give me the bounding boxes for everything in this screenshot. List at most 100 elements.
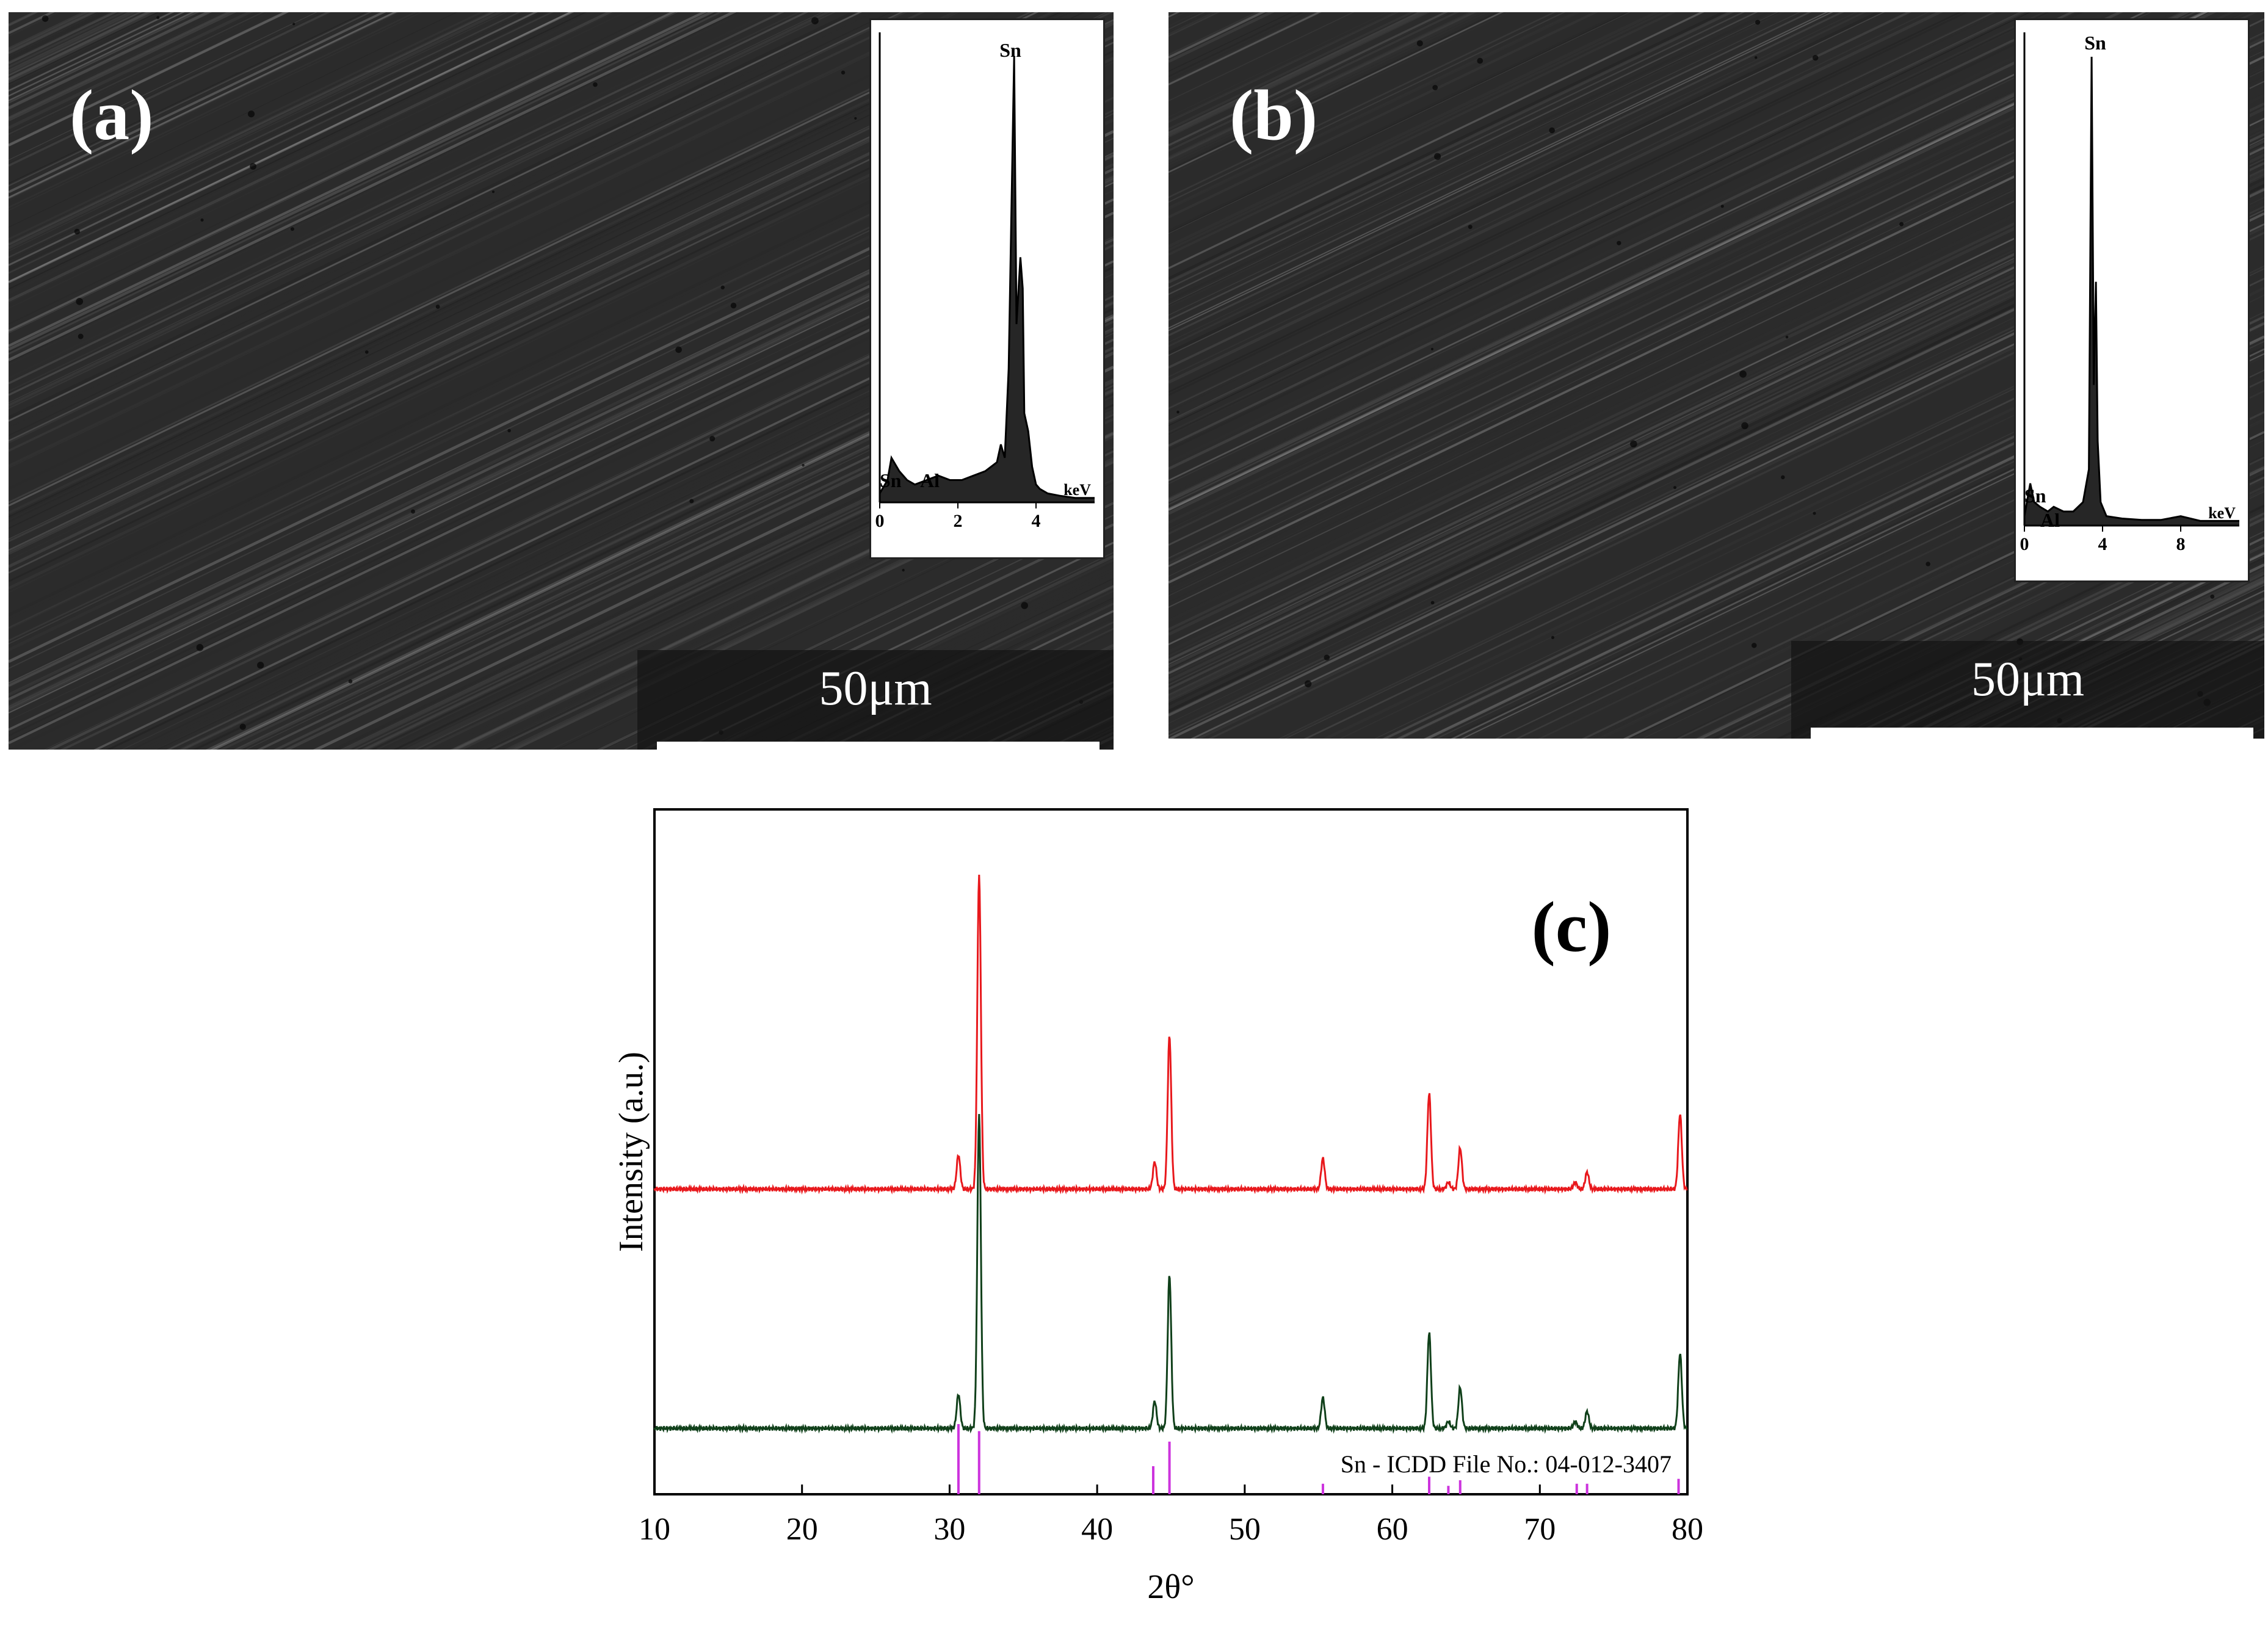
sem-streak bbox=[1168, 12, 2003, 413]
sem-streak bbox=[594, 501, 1114, 750]
sem-streak bbox=[9, 12, 484, 240]
sem-streak bbox=[9, 12, 739, 363]
sem-pore bbox=[1673, 486, 1677, 490]
sem-streak bbox=[9, 12, 860, 421]
inset-tick-label: 4 bbox=[1032, 511, 1041, 531]
sem-bright-streak bbox=[9, 12, 538, 266]
sem-pore bbox=[841, 70, 846, 75]
sem-streak bbox=[9, 12, 231, 119]
sem-streak bbox=[1168, 12, 1556, 198]
sem-streak bbox=[1168, 12, 2053, 437]
eds-spectrum-a: 0 2 4 keV Sn Sn Al bbox=[875, 32, 1095, 531]
sem-streak bbox=[1872, 551, 2264, 739]
sem-bright-streak bbox=[9, 12, 386, 193]
sem-streak bbox=[1168, 12, 1812, 321]
x-tick-label: 40 bbox=[1081, 1512, 1113, 1547]
reference-label: Sn - ICDD File No.: 04-012-3407 bbox=[1341, 1450, 1672, 1478]
sem-streak bbox=[1168, 12, 1566, 203]
sem-pore bbox=[902, 568, 905, 572]
sem-streak bbox=[9, 12, 836, 410]
sem-streak bbox=[1168, 12, 1449, 146]
inset-tick-label: 4 bbox=[2098, 534, 2107, 554]
sem-streak bbox=[1168, 12, 1943, 384]
sem-streak bbox=[9, 12, 496, 246]
x-tick-label: 10 bbox=[639, 1512, 670, 1547]
sem-streak bbox=[1168, 12, 2084, 452]
sem-pore bbox=[1434, 153, 1441, 160]
sem-bright-streak bbox=[680, 541, 1114, 750]
sem-streak bbox=[1168, 12, 1500, 172]
sem-streak bbox=[9, 12, 802, 392]
sem-streak bbox=[9, 12, 554, 274]
scale-bar-line-b bbox=[1811, 728, 2253, 739]
sem-streak bbox=[9, 12, 366, 184]
sem-streak bbox=[9, 12, 399, 200]
scale-bar-label-b: 50μm bbox=[1971, 653, 2085, 706]
sem-streak bbox=[1168, 12, 2049, 435]
sem-streak bbox=[1168, 12, 1477, 160]
sem-streak bbox=[9, 12, 830, 407]
inset-peak-label: Sn bbox=[2084, 32, 2106, 54]
sem-streak bbox=[1168, 12, 1628, 233]
sem-pore bbox=[76, 298, 84, 305]
sem-streak bbox=[9, 12, 548, 271]
sem-streak bbox=[1168, 12, 1844, 337]
sem-streak bbox=[1168, 12, 1784, 308]
sem-streak bbox=[9, 12, 836, 409]
sem-streak bbox=[9, 12, 527, 261]
sem-pore bbox=[117, 105, 120, 109]
sem-streak bbox=[9, 12, 226, 117]
sem-pore bbox=[1739, 370, 1747, 378]
sem-pore bbox=[593, 82, 598, 87]
panel-label-b: (b) bbox=[1230, 75, 1318, 155]
sem-streak bbox=[9, 12, 423, 211]
sem-streak bbox=[1168, 12, 1355, 102]
sem-bright-streak bbox=[9, 12, 574, 284]
sem-streak bbox=[9, 12, 237, 121]
sem-panel-b: (b) 0 4 8 keV Sn Sn Al 50μm bbox=[1168, 12, 2264, 739]
sem-streak bbox=[1778, 505, 2264, 739]
sem-streak bbox=[1168, 12, 2074, 447]
x-tick-label: 30 bbox=[933, 1512, 965, 1547]
sem-pore bbox=[1549, 127, 1555, 134]
sem-bright-streak bbox=[1875, 552, 2264, 739]
sem-streak bbox=[708, 555, 1114, 750]
sem-streak bbox=[1168, 12, 1415, 131]
sem-streak bbox=[9, 12, 491, 244]
sem-pore bbox=[1899, 222, 1904, 226]
sem-streak bbox=[1168, 12, 1962, 393]
sem-streak bbox=[1168, 12, 1460, 152]
sem-streak bbox=[9, 12, 904, 442]
sem-pore bbox=[435, 305, 440, 309]
sem-bright-streak bbox=[9, 12, 863, 422]
panel-label-c: (c) bbox=[1532, 887, 1612, 967]
sem-bright-streak bbox=[9, 12, 676, 332]
sem-pore bbox=[239, 723, 246, 730]
inset-spectrum-fill bbox=[2024, 57, 2239, 526]
sem-streak bbox=[9, 12, 875, 429]
inset-peak-label: Sn bbox=[999, 39, 1021, 61]
sem-streak bbox=[1776, 504, 2264, 739]
inset-spectrum-line bbox=[2023, 56, 2239, 522]
y-axis-label: Intensity (a.u.) bbox=[612, 1052, 650, 1252]
sem-bright-streak bbox=[1168, 12, 1504, 173]
sem-streak bbox=[9, 12, 926, 452]
sem-streak bbox=[1168, 12, 1473, 158]
sem-pore bbox=[1812, 54, 1819, 61]
sem-streak bbox=[1858, 544, 2264, 739]
sem-streak bbox=[9, 12, 598, 295]
sem-streak bbox=[1779, 506, 2264, 739]
sem-streak bbox=[9, 12, 857, 419]
sem-streak bbox=[9, 12, 404, 202]
sem-streak bbox=[9, 12, 271, 139]
sem-streak bbox=[9, 12, 264, 135]
sem-streak bbox=[1168, 12, 1912, 369]
sem-pore bbox=[364, 350, 369, 354]
sem-pore bbox=[1630, 440, 1637, 448]
sem-bright-streak bbox=[1842, 536, 2264, 739]
sem-streak bbox=[9, 12, 458, 228]
sem-bright-streak bbox=[9, 12, 707, 347]
sem-streak bbox=[1168, 12, 1667, 251]
sem-streak bbox=[9, 12, 253, 129]
sem-streak bbox=[9, 12, 521, 258]
